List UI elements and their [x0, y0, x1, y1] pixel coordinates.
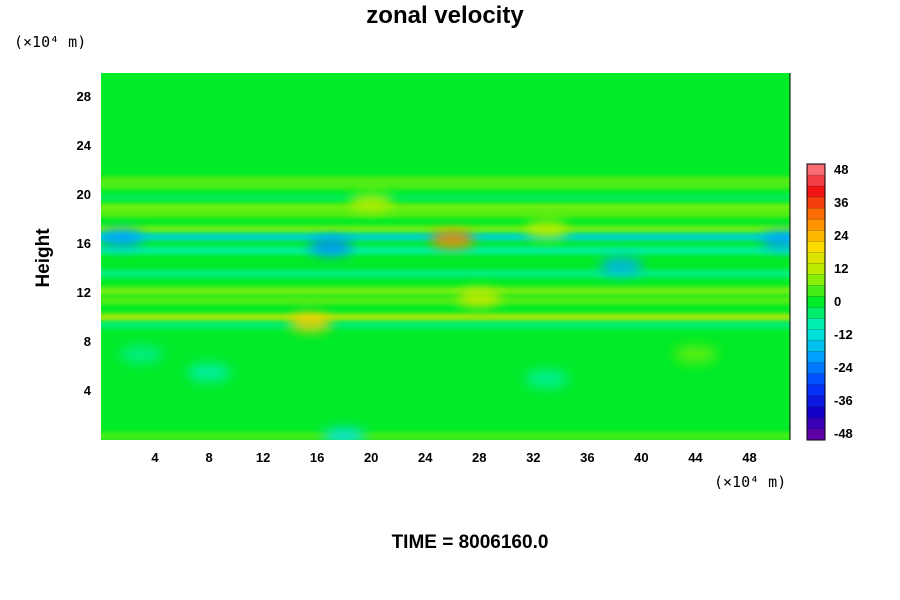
field-spot-16 — [308, 237, 353, 256]
field-spot-19 — [599, 257, 644, 276]
field-band-13 — [101, 432, 790, 440]
colorbar-bin — [806, 373, 826, 386]
field-band-7 — [101, 246, 790, 255]
colorbar-bin — [806, 263, 826, 275]
colorbar-bin — [806, 340, 826, 353]
field-spot-22 — [524, 220, 569, 239]
field-band-4 — [101, 209, 790, 218]
field-band-1 — [101, 181, 790, 190]
field-spot-14 — [430, 230, 475, 249]
y-unit-label: (×10⁴ m) — [14, 33, 87, 51]
field-band-10 — [101, 296, 790, 305]
x-tick-label: 44 — [688, 450, 703, 465]
colorbar-bin — [806, 185, 826, 198]
x-tick-label: 20 — [363, 450, 379, 465]
field-spot-18 — [761, 231, 790, 250]
colorbar-bin — [806, 196, 826, 209]
colorbar-bin — [806, 229, 826, 242]
colorbar-bin — [806, 329, 826, 342]
colorbar-bin — [806, 218, 826, 231]
field-spot-24 — [119, 345, 164, 364]
field-spot-23 — [322, 427, 367, 440]
colorbar — [806, 163, 826, 441]
colorbar-bin — [806, 406, 826, 419]
x-tick-label: 48 — [742, 450, 757, 465]
colorbar-tick-label: -36 — [834, 393, 853, 409]
colorbar-tick-label: 12 — [834, 260, 849, 276]
field-spot-17 — [101, 229, 144, 248]
field-band-11 — [101, 313, 790, 322]
colorbar-bin — [806, 362, 826, 375]
y-tick-label: 4 — [83, 383, 91, 399]
x-tick-label: 32 — [526, 450, 541, 465]
field-spot-20 — [349, 193, 394, 212]
field-band-2 — [101, 193, 790, 202]
colorbar-bin — [806, 318, 826, 331]
colorbar-bin — [806, 163, 826, 176]
field-spot-27 — [673, 345, 718, 364]
colorbar-tick-label: 24 — [834, 227, 849, 243]
colorbar-bin — [806, 384, 826, 397]
field-band-3 — [101, 203, 790, 212]
heatmap-field — [101, 73, 790, 440]
colorbar-bin — [806, 241, 826, 253]
colorbar-tick-label: -24 — [834, 360, 853, 376]
colorbar-bin — [806, 395, 826, 408]
y-tick-label: 24 — [76, 138, 91, 154]
y-tick-label: 20 — [76, 187, 91, 203]
colorbar-bin — [806, 417, 826, 430]
field-spot-15 — [288, 313, 333, 332]
field-spot-25 — [187, 363, 232, 382]
y-tick-label: 28 — [76, 89, 91, 105]
field-band-12 — [101, 321, 790, 330]
colorbar-tick-label: 0 — [834, 294, 842, 309]
x-tick-label: 12 — [255, 450, 271, 465]
field-spot-21 — [457, 289, 502, 308]
y-tick-label: 16 — [76, 236, 91, 252]
time-label: TIME = 8006160.0 — [391, 532, 549, 553]
colorbar-bin — [806, 296, 826, 309]
y-tick-label: 12 — [76, 285, 91, 301]
field-spot-26 — [524, 369, 569, 388]
colorbar-bin — [806, 307, 826, 320]
colorbar-tick-label: 36 — [834, 194, 849, 210]
chart-title: zonal velocity — [366, 2, 524, 29]
x-tick-label: 40 — [634, 450, 649, 465]
x-tick-label: 4 — [151, 450, 159, 465]
colorbar-bin — [806, 351, 826, 364]
field-band-9 — [101, 286, 790, 295]
x-tick-label: 36 — [580, 450, 595, 465]
colorbar-tick-label: 48 — [834, 161, 849, 177]
x-unit-label: (×10⁴ m) — [714, 473, 787, 491]
colorbar-bin — [806, 207, 826, 220]
x-tick-label: 16 — [309, 450, 325, 465]
field-band-0 — [101, 176, 790, 185]
colorbar-tick-label: -12 — [834, 327, 853, 343]
y-tick-label: 8 — [83, 334, 91, 350]
colorbar-bin — [806, 252, 826, 264]
x-tick-label: 28 — [472, 450, 487, 465]
x-tick-label: 8 — [205, 450, 213, 465]
colorbar-bin — [806, 285, 826, 298]
colorbar-tick-label: -48 — [834, 426, 853, 442]
field-band-5 — [101, 225, 790, 234]
field-band-8 — [101, 269, 790, 278]
x-tick-label: 24 — [418, 450, 433, 465]
colorbar-bin — [806, 174, 826, 187]
colorbar-bin — [806, 274, 826, 286]
colorbar-bin — [806, 428, 826, 441]
